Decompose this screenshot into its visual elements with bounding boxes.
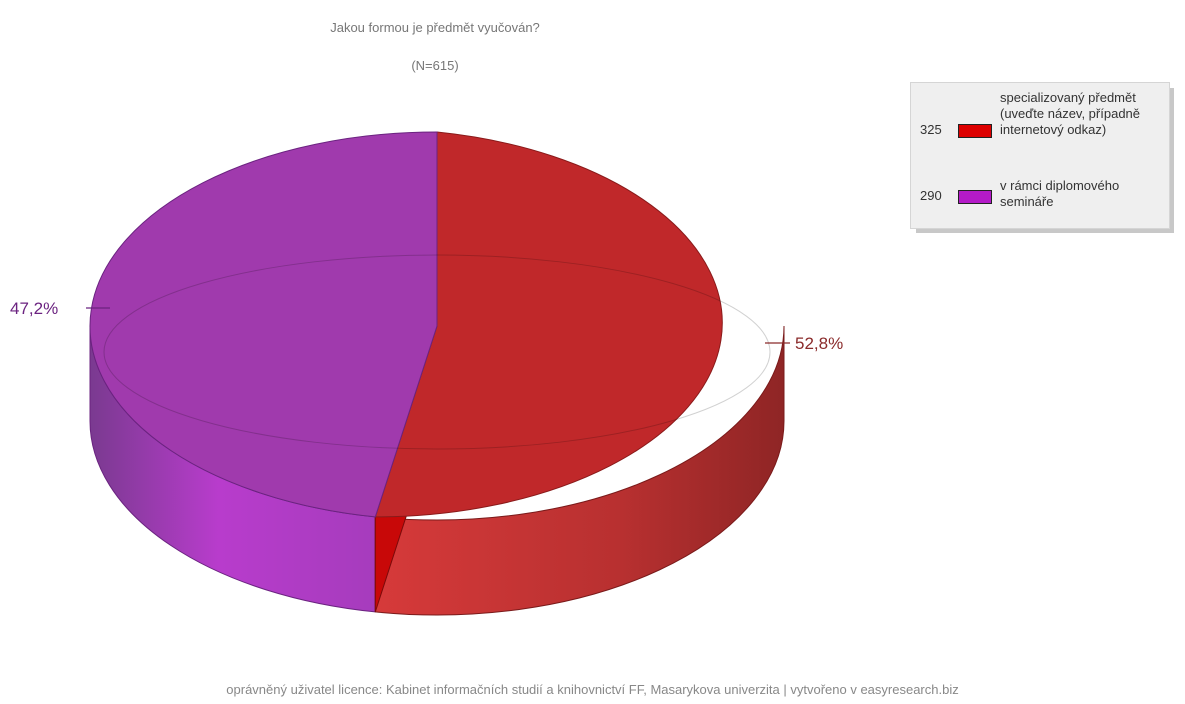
pie-chart: 52,8% 47,2% (10, 131, 843, 616)
slice-seminar (89, 131, 438, 518)
slice-side-specialized (374, 325, 785, 616)
legend-count: 290 (920, 188, 942, 203)
percent-label-specialized: 52,8% (795, 334, 843, 353)
legend-swatch (958, 190, 992, 204)
chart-subtitle: (N=615) (411, 58, 459, 73)
slice-specialized (374, 131, 723, 518)
pie-inner-ring (103, 254, 771, 450)
legend-item-seminar: 290 v rámci diplomového semináře (920, 178, 1170, 210)
chart-title: Jakou formou je předmět vyučován? (330, 20, 540, 35)
footer-credit: oprávněný uživatel licence: Kabinet info… (226, 682, 959, 697)
legend-count: 325 (920, 122, 942, 137)
percent-label-seminar: 47,2% (10, 299, 58, 318)
legend-item-specialized: 325 specializovaný předmět (uveďte název… (920, 90, 1170, 138)
legend-label: v rámci diplomového semináře (1000, 178, 1120, 209)
legend-panel (910, 82, 1170, 229)
legend-swatch (958, 124, 992, 138)
legend: 325 specializovaný předmět (uveďte název… (910, 82, 1176, 233)
legend-label: specializovaný předmět (uveďte název, př… (1000, 90, 1141, 137)
